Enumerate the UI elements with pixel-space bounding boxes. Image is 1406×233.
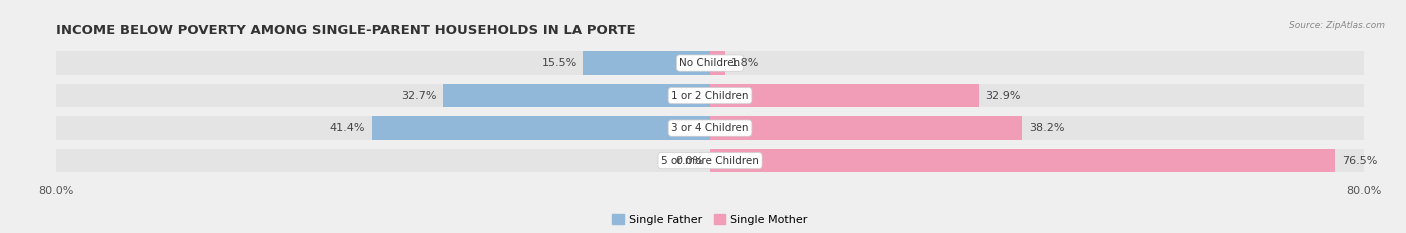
- Bar: [710, 149, 1336, 172]
- Text: 32.9%: 32.9%: [986, 91, 1021, 101]
- Bar: [710, 51, 724, 75]
- Bar: [710, 116, 1022, 140]
- Legend: Single Father, Single Mother: Single Father, Single Mother: [607, 210, 813, 229]
- Bar: [56, 84, 1364, 107]
- Bar: [56, 149, 1364, 172]
- Text: 15.5%: 15.5%: [541, 58, 576, 68]
- Text: INCOME BELOW POVERTY AMONG SINGLE-PARENT HOUSEHOLDS IN LA PORTE: INCOME BELOW POVERTY AMONG SINGLE-PARENT…: [56, 24, 636, 37]
- Bar: [710, 84, 979, 107]
- Text: 38.2%: 38.2%: [1029, 123, 1064, 133]
- Bar: [56, 51, 1364, 75]
- Text: 0.0%: 0.0%: [675, 156, 703, 166]
- Bar: [56, 116, 1364, 140]
- Text: 5 or more Children: 5 or more Children: [661, 156, 759, 166]
- Text: No Children: No Children: [679, 58, 741, 68]
- Text: 3 or 4 Children: 3 or 4 Children: [671, 123, 749, 133]
- Text: 76.5%: 76.5%: [1341, 156, 1376, 166]
- Text: 41.4%: 41.4%: [329, 123, 366, 133]
- Text: Source: ZipAtlas.com: Source: ZipAtlas.com: [1289, 21, 1385, 30]
- Text: 1.8%: 1.8%: [731, 58, 759, 68]
- Bar: [371, 116, 710, 140]
- Bar: [583, 51, 710, 75]
- Text: 1 or 2 Children: 1 or 2 Children: [671, 91, 749, 101]
- Bar: [443, 84, 710, 107]
- Text: 32.7%: 32.7%: [401, 91, 436, 101]
